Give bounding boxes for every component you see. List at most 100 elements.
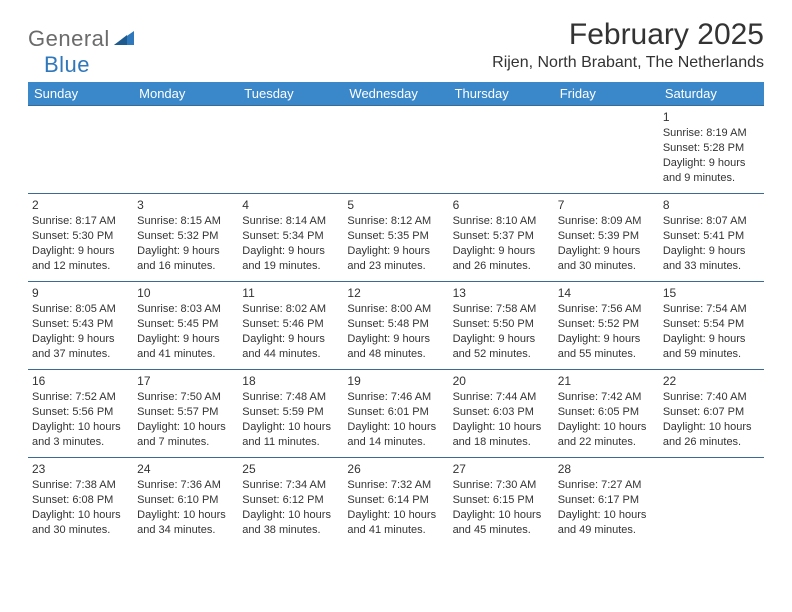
day-number: 12 [347,285,444,301]
calendar-row: 1Sunrise: 8:19 AMSunset: 5:28 PMDaylight… [28,106,764,194]
sunset-line: Sunset: 5:46 PM [242,317,339,332]
sunrise-line: Sunrise: 7:46 AM [347,390,444,405]
sunrise-line: Sunrise: 8:19 AM [663,126,760,141]
calendar-cell: 2Sunrise: 8:17 AMSunset: 5:30 PMDaylight… [28,194,133,282]
day-header: Tuesday [238,82,343,106]
daylight-line: Daylight: 9 hours and 55 minutes. [558,332,655,362]
daylight-line: Daylight: 9 hours and 37 minutes. [32,332,129,362]
sunset-line: Sunset: 5:48 PM [347,317,444,332]
day-header: Saturday [659,82,764,106]
calendar-cell: 11Sunrise: 8:02 AMSunset: 5:46 PMDayligh… [238,282,343,370]
sunset-line: Sunset: 6:08 PM [32,493,129,508]
calendar-cell: 19Sunrise: 7:46 AMSunset: 6:01 PMDayligh… [343,370,448,458]
sunrise-line: Sunrise: 8:12 AM [347,214,444,229]
sunset-line: Sunset: 5:32 PM [137,229,234,244]
day-number: 7 [558,197,655,213]
calendar-cell: 12Sunrise: 8:00 AMSunset: 5:48 PMDayligh… [343,282,448,370]
daylight-line: Daylight: 9 hours and 19 minutes. [242,244,339,274]
calendar-cell-empty [659,458,764,546]
day-number: 27 [453,461,550,477]
day-number: 23 [32,461,129,477]
sunset-line: Sunset: 5:57 PM [137,405,234,420]
sunrise-line: Sunrise: 7:32 AM [347,478,444,493]
calendar-cell: 20Sunrise: 7:44 AMSunset: 6:03 PMDayligh… [449,370,554,458]
sunset-line: Sunset: 6:03 PM [453,405,550,420]
day-number: 5 [347,197,444,213]
sunset-line: Sunset: 5:54 PM [663,317,760,332]
day-number: 3 [137,197,234,213]
calendar-row: 2Sunrise: 8:17 AMSunset: 5:30 PMDaylight… [28,194,764,282]
logo-triangle-icon [114,29,134,50]
sunset-line: Sunset: 6:12 PM [242,493,339,508]
day-header: Friday [554,82,659,106]
daylight-line: Daylight: 10 hours and 3 minutes. [32,420,129,450]
sunrise-line: Sunrise: 7:56 AM [558,302,655,317]
day-number: 24 [137,461,234,477]
daylight-line: Daylight: 10 hours and 38 minutes. [242,508,339,538]
daylight-line: Daylight: 9 hours and 30 minutes. [558,244,655,274]
sunrise-line: Sunrise: 7:34 AM [242,478,339,493]
sunset-line: Sunset: 5:56 PM [32,405,129,420]
daylight-line: Daylight: 10 hours and 41 minutes. [347,508,444,538]
sunrise-line: Sunrise: 7:52 AM [32,390,129,405]
sunrise-line: Sunrise: 8:07 AM [663,214,760,229]
sunrise-line: Sunrise: 8:09 AM [558,214,655,229]
title-block: February 2025 Rijen, North Brabant, The … [492,18,764,72]
daylight-line: Daylight: 9 hours and 12 minutes. [32,244,129,274]
day-number: 10 [137,285,234,301]
daylight-line: Daylight: 10 hours and 22 minutes. [558,420,655,450]
logo-text-blue: Blue [44,52,90,78]
sunrise-line: Sunrise: 8:05 AM [32,302,129,317]
day-number: 17 [137,373,234,389]
sunset-line: Sunset: 6:14 PM [347,493,444,508]
sunrise-line: Sunrise: 8:03 AM [137,302,234,317]
calendar-cell: 5Sunrise: 8:12 AMSunset: 5:35 PMDaylight… [343,194,448,282]
sunset-line: Sunset: 6:10 PM [137,493,234,508]
sunrise-line: Sunrise: 7:42 AM [558,390,655,405]
sunset-line: Sunset: 6:01 PM [347,405,444,420]
day-number: 15 [663,285,760,301]
calendar-cell: 8Sunrise: 8:07 AMSunset: 5:41 PMDaylight… [659,194,764,282]
daylight-line: Daylight: 9 hours and 23 minutes. [347,244,444,274]
sunrise-line: Sunrise: 7:58 AM [453,302,550,317]
calendar-cell: 10Sunrise: 8:03 AMSunset: 5:45 PMDayligh… [133,282,238,370]
day-header: Thursday [449,82,554,106]
sunrise-line: Sunrise: 7:54 AM [663,302,760,317]
calendar-cell: 3Sunrise: 8:15 AMSunset: 5:32 PMDaylight… [133,194,238,282]
month-title: February 2025 [492,18,764,52]
calendar-body: 1Sunrise: 8:19 AMSunset: 5:28 PMDaylight… [28,106,764,546]
sunrise-line: Sunrise: 8:14 AM [242,214,339,229]
day-header: Monday [133,82,238,106]
sunset-line: Sunset: 5:28 PM [663,141,760,156]
sunset-line: Sunset: 5:59 PM [242,405,339,420]
location: Rijen, North Brabant, The Netherlands [492,54,764,72]
sunset-line: Sunset: 5:30 PM [32,229,129,244]
day-number: 2 [32,197,129,213]
calendar-cell: 17Sunrise: 7:50 AMSunset: 5:57 PMDayligh… [133,370,238,458]
daylight-line: Daylight: 10 hours and 18 minutes. [453,420,550,450]
sunrise-line: Sunrise: 8:17 AM [32,214,129,229]
sunset-line: Sunset: 5:52 PM [558,317,655,332]
day-number: 25 [242,461,339,477]
sunset-line: Sunset: 5:39 PM [558,229,655,244]
daylight-line: Daylight: 10 hours and 11 minutes. [242,420,339,450]
sunrise-line: Sunrise: 7:30 AM [453,478,550,493]
day-number: 26 [347,461,444,477]
calendar-cell: 18Sunrise: 7:48 AMSunset: 5:59 PMDayligh… [238,370,343,458]
calendar-cell-empty [133,106,238,194]
calendar-cell: 4Sunrise: 8:14 AMSunset: 5:34 PMDaylight… [238,194,343,282]
sunset-line: Sunset: 5:37 PM [453,229,550,244]
daylight-line: Daylight: 10 hours and 7 minutes. [137,420,234,450]
calendar-cell-empty [449,106,554,194]
sunset-line: Sunset: 5:50 PM [453,317,550,332]
calendar-cell: 1Sunrise: 8:19 AMSunset: 5:28 PMDaylight… [659,106,764,194]
day-number: 20 [453,373,550,389]
calendar-cell: 22Sunrise: 7:40 AMSunset: 6:07 PMDayligh… [659,370,764,458]
daylight-line: Daylight: 9 hours and 41 minutes. [137,332,234,362]
daylight-line: Daylight: 10 hours and 45 minutes. [453,508,550,538]
calendar-cell: 21Sunrise: 7:42 AMSunset: 6:05 PMDayligh… [554,370,659,458]
day-number: 18 [242,373,339,389]
sunset-line: Sunset: 5:43 PM [32,317,129,332]
sunrise-line: Sunrise: 8:15 AM [137,214,234,229]
day-number: 6 [453,197,550,213]
